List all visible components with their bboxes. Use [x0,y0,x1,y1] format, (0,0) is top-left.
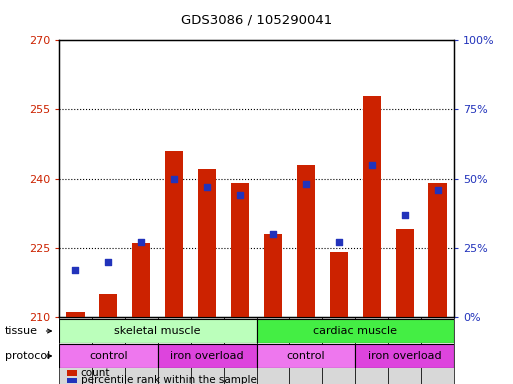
Bar [355,317,388,384]
Point [236,192,244,198]
Point [71,267,80,273]
Text: percentile rank within the sample: percentile rank within the sample [81,376,256,384]
Point [170,175,179,182]
Bar [157,317,191,384]
Bar [421,317,454,384]
Bar [158,344,256,368]
Bar [92,317,125,384]
Point [433,187,442,193]
Point [137,239,145,245]
Bar [256,317,289,384]
Bar [289,317,322,384]
Text: GDS3086 / 105290041: GDS3086 / 105290041 [181,13,332,26]
Bar [330,252,348,317]
Text: cardiac muscle: cardiac muscle [313,326,397,336]
Bar [396,229,413,317]
Point [104,258,112,265]
Bar [256,344,355,368]
Bar [428,183,447,317]
Text: protocol: protocol [5,351,50,361]
Point [368,162,376,168]
Text: iron overload: iron overload [368,351,442,361]
Bar [388,317,421,384]
Bar [66,312,85,317]
Bar [125,317,157,384]
Bar [59,317,92,384]
Bar [59,319,256,343]
Point [302,181,310,187]
Text: skeletal muscle: skeletal muscle [114,326,201,336]
Bar [165,151,183,317]
Point [203,184,211,190]
Bar [355,344,454,368]
Point [401,212,409,218]
Text: tissue: tissue [5,326,38,336]
Bar [231,183,249,317]
Bar [191,317,224,384]
Bar [264,234,282,317]
Bar [256,319,454,343]
Bar [363,96,381,317]
Text: control: control [287,351,325,361]
Point [269,231,277,237]
Bar [132,243,150,317]
Text: count: count [81,368,110,378]
Bar [224,317,256,384]
Bar [67,371,77,376]
Bar [198,169,216,317]
Text: control: control [89,351,128,361]
Bar [297,165,315,317]
Bar [322,317,355,384]
Text: iron overload: iron overload [170,351,244,361]
Bar [67,378,77,383]
Bar [59,344,158,368]
Bar [100,294,117,317]
Point [334,239,343,245]
